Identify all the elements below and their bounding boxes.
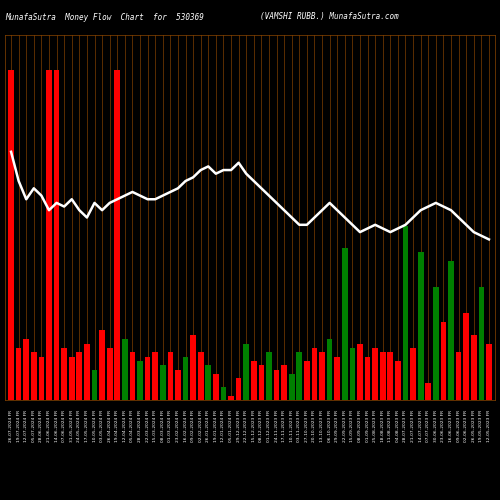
Bar bbox=[99, 330, 105, 400]
Bar bbox=[372, 348, 378, 400]
Bar bbox=[92, 370, 98, 400]
Bar bbox=[289, 374, 294, 400]
Bar bbox=[69, 356, 74, 400]
Bar bbox=[160, 365, 166, 400]
Bar bbox=[258, 365, 264, 400]
Bar bbox=[122, 339, 128, 400]
Bar bbox=[182, 356, 188, 400]
Bar bbox=[319, 352, 325, 400]
Bar bbox=[418, 252, 424, 400]
Bar bbox=[464, 313, 469, 400]
Bar bbox=[54, 70, 60, 400]
Bar bbox=[274, 370, 280, 400]
Bar bbox=[486, 344, 492, 400]
Bar bbox=[175, 370, 181, 400]
Bar bbox=[130, 352, 136, 400]
Bar bbox=[145, 356, 150, 400]
Bar bbox=[220, 387, 226, 400]
Bar bbox=[304, 361, 310, 400]
Bar bbox=[471, 335, 476, 400]
Bar bbox=[440, 322, 446, 400]
Bar bbox=[364, 356, 370, 400]
Bar bbox=[190, 335, 196, 400]
Bar bbox=[31, 352, 36, 400]
Bar bbox=[395, 361, 401, 400]
Bar bbox=[76, 352, 82, 400]
Bar bbox=[342, 248, 347, 400]
Bar bbox=[152, 352, 158, 400]
Bar bbox=[8, 70, 14, 400]
Bar bbox=[24, 339, 29, 400]
Bar bbox=[426, 382, 431, 400]
Bar bbox=[410, 348, 416, 400]
Bar bbox=[296, 352, 302, 400]
Bar bbox=[213, 374, 218, 400]
Bar bbox=[433, 287, 438, 400]
Bar bbox=[266, 352, 272, 400]
Bar bbox=[228, 396, 234, 400]
Bar bbox=[478, 287, 484, 400]
Text: MunafaSutra  Money Flow  Chart  for  530369: MunafaSutra Money Flow Chart for 530369 bbox=[5, 12, 204, 22]
Bar bbox=[62, 348, 67, 400]
Bar bbox=[46, 70, 52, 400]
Bar bbox=[350, 348, 355, 400]
Bar bbox=[388, 352, 393, 400]
Bar bbox=[357, 344, 363, 400]
Bar bbox=[168, 352, 173, 400]
Bar bbox=[282, 365, 287, 400]
Bar bbox=[380, 352, 386, 400]
Bar bbox=[456, 352, 462, 400]
Bar bbox=[236, 378, 242, 400]
Bar bbox=[244, 344, 249, 400]
Bar bbox=[198, 352, 203, 400]
Bar bbox=[84, 344, 90, 400]
Bar bbox=[206, 365, 211, 400]
Bar bbox=[38, 356, 44, 400]
Bar bbox=[334, 356, 340, 400]
Text: (VAMSHI RUBB.) MunafaSutra.com: (VAMSHI RUBB.) MunafaSutra.com bbox=[260, 12, 399, 22]
Bar bbox=[137, 361, 143, 400]
Bar bbox=[251, 361, 256, 400]
Bar bbox=[312, 348, 318, 400]
Bar bbox=[448, 261, 454, 400]
Bar bbox=[114, 70, 120, 400]
Bar bbox=[107, 348, 112, 400]
Bar bbox=[327, 339, 332, 400]
Bar bbox=[402, 226, 408, 400]
Bar bbox=[16, 348, 22, 400]
